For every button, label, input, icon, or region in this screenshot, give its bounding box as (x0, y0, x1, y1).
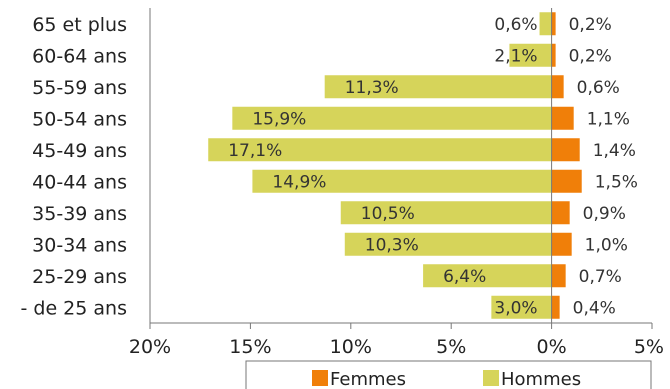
data-label-hommes-50-54-ans: 15,9% (252, 109, 306, 129)
legend-label-hommes: Hommes (501, 369, 581, 389)
data-label-femmes-55-59-ans: 0,6% (577, 78, 620, 98)
bar-hommes-45-49-ans (208, 138, 552, 162)
tick-label-1: 15% (229, 336, 271, 358)
data-label-hommes-de-25-ans: 3,0% (494, 298, 537, 318)
tick-label-2: 10% (330, 336, 372, 358)
data-label-femmes-65-et-plus: 0,2% (569, 15, 612, 35)
bar-hommes-40-44-ans (252, 169, 552, 193)
data-label-hommes-35-39-ans: 10,5% (361, 204, 415, 224)
bar-femmes-60-64-ans (551, 43, 556, 67)
data-label-hommes-45-49-ans: 17,1% (228, 141, 282, 161)
bar-femmes-50-54-ans (551, 106, 574, 130)
bar-femmes-25-29-ans (551, 264, 566, 288)
category-label-de-25-ans: - de 25 ans (21, 297, 128, 319)
data-label-hommes-25-29-ans: 6,4% (443, 267, 486, 287)
category-label-25-29-ans: 25-29 ans (32, 266, 127, 288)
legend-box (245, 360, 652, 389)
data-label-femmes-35-39-ans: 0,9% (583, 204, 626, 224)
bar-femmes-45-49-ans (551, 138, 580, 162)
legend-label-femmes: Femmes (330, 369, 406, 389)
bars (208, 12, 582, 319)
data-label-hommes-30-34-ans: 10,3% (365, 235, 419, 255)
x-axis-ticks: 20% 15% 10% 5% 0% 5% (129, 8, 664, 358)
data-label-hommes-65-et-plus: 0,6% (494, 15, 537, 35)
bar-hommes-30-34-ans (344, 232, 552, 256)
bar-femmes-35-39-ans (551, 201, 570, 225)
legend-swatch-femmes (312, 370, 328, 386)
legend-swatch-hommes (483, 370, 499, 386)
data-label-femmes-40-44-ans: 1,5% (595, 172, 638, 192)
tick-label-5: 5% (634, 336, 664, 358)
bar-hommes-65-et-plus (539, 12, 552, 36)
bar-femmes-65-et-plus (551, 12, 556, 36)
category-label-45-49-ans: 45-49 ans (32, 140, 127, 162)
tick-label-0: 20% (129, 336, 171, 358)
data-label-femmes-de-25-ans: 0,4% (573, 298, 616, 318)
bar-hommes-35-39-ans (340, 201, 552, 225)
category-label-60-64-ans: 60-64 ans (32, 45, 127, 67)
bar-hommes-55-59-ans (324, 75, 552, 99)
bar-femmes-40-44-ans (551, 169, 582, 193)
category-label-55-59-ans: 55-59 ans (32, 77, 127, 99)
category-label-50-54-ans: 50-54 ans (32, 108, 127, 130)
legend: Femmes Hommes (245, 360, 652, 389)
category-label-65-et-plus: 65 et plus (32, 14, 127, 36)
data-label-femmes-30-34-ans: 1,0% (585, 235, 628, 255)
data-label-hommes-60-64-ans: 2,1% (494, 46, 537, 66)
bar-hommes-50-54-ans (232, 106, 552, 130)
category-labels: 65 et plus 60-64 ans 55-59 ans 50-54 ans 45-… (21, 14, 128, 320)
bar-hommes-de-25-ans (491, 295, 552, 319)
tick-label-4: 0% (537, 336, 567, 358)
data-label-femmes-25-29-ans: 0,7% (579, 267, 622, 287)
data-label-femmes-45-49-ans: 1,4% (593, 141, 636, 161)
bar-hommes-25-29-ans (423, 264, 552, 288)
category-label-30-34-ans: 30-34 ans (32, 234, 127, 256)
tick-label-3: 5% (436, 336, 466, 358)
data-label-hommes-40-44-ans: 14,9% (272, 172, 326, 192)
data-label-femmes-60-64-ans: 0,2% (569, 46, 612, 66)
data-label-femmes-50-54-ans: 1,1% (587, 109, 630, 129)
category-label-40-44-ans: 40-44 ans (32, 171, 127, 193)
data-labels: 0,6% 0,2% 2,1% 0,2% 11,3% 0,6% 15,9% 1,1% 17,1% 1… (228, 15, 638, 319)
bar-femmes-55-59-ans (551, 75, 564, 99)
bar-hommes-60-64-ans (509, 43, 552, 67)
bar-femmes-de-25-ans (551, 295, 560, 319)
bar-femmes-30-34-ans (551, 232, 572, 256)
data-label-hommes-55-59-ans: 11,3% (345, 78, 399, 98)
category-label-35-39-ans: 35-39 ans (32, 203, 127, 225)
